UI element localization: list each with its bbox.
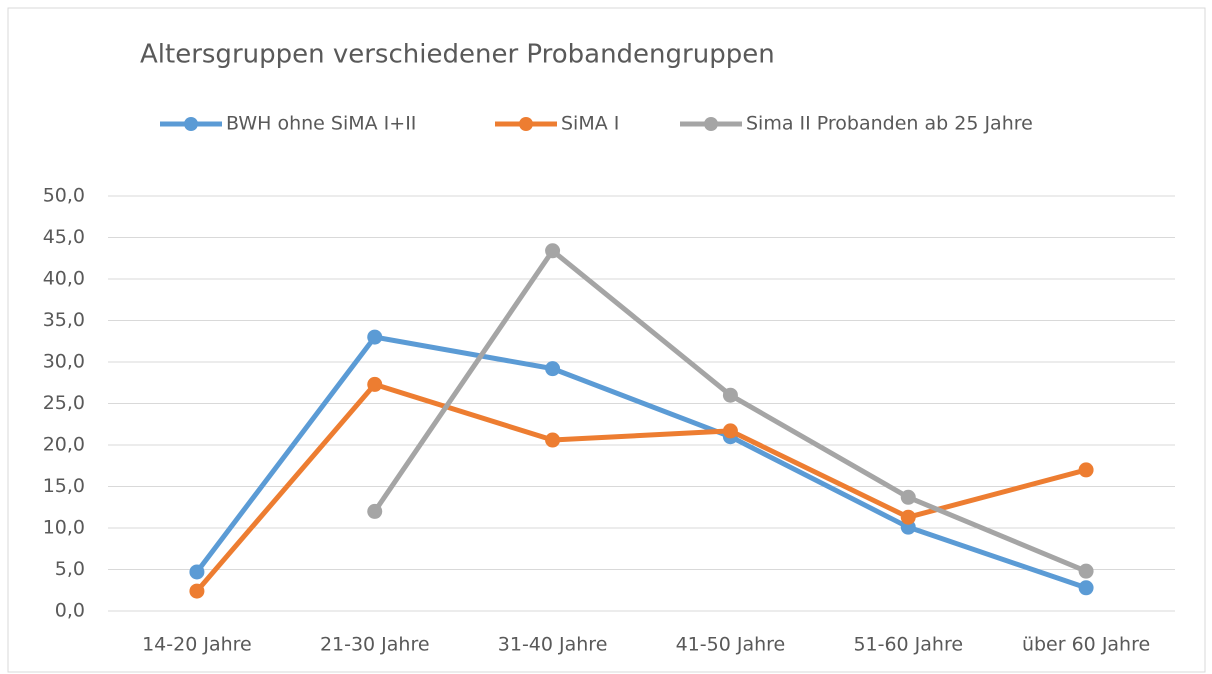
y-tick-label: 5,0 (55, 558, 85, 580)
series-line (194, 334, 1087, 591)
y-tick-label: 15,0 (43, 475, 85, 497)
legend-marker (184, 117, 198, 131)
data-point (545, 243, 561, 259)
data-point (189, 583, 205, 599)
x-tick-label: 31-40 Jahre (498, 634, 608, 656)
y-tick-label: 45,0 (43, 226, 85, 248)
data-point (367, 329, 383, 345)
chart-frame (7, 7, 1206, 673)
data-point (722, 387, 738, 403)
data-point (722, 423, 738, 439)
data-point (1078, 563, 1094, 579)
legend-marker (704, 117, 718, 131)
y-tick-label: 50,0 (43, 185, 85, 207)
legend-marker (519, 117, 533, 131)
x-tick-label: über 60 Jahre (1022, 634, 1150, 656)
data-point (367, 503, 383, 519)
chart-title: Altersgruppen verschiedener Probandengru… (140, 40, 775, 70)
x-tick-label: 41-50 Jahre (676, 634, 786, 656)
y-tick-label: 25,0 (43, 392, 85, 414)
legend-label: BWH ohne SiMA I+II (226, 113, 416, 135)
y-tick-label: 35,0 (43, 309, 85, 331)
y-tick-label: 20,0 (43, 434, 85, 456)
data-point (1078, 462, 1094, 478)
y-tick-label: 30,0 (43, 351, 85, 373)
data-point (367, 376, 383, 392)
data-point (900, 489, 916, 505)
y-tick-label: 10,0 (43, 517, 85, 539)
legend-label: SiMA I (561, 113, 619, 135)
data-point (900, 509, 916, 525)
data-point (545, 361, 561, 377)
data-point (189, 564, 205, 580)
x-tick-label: 21-30 Jahre (320, 634, 430, 656)
x-tick-label: 14-20 Jahre (142, 634, 252, 656)
y-tick-label: 40,0 (43, 268, 85, 290)
x-tick-label: 51-60 Jahre (853, 634, 963, 656)
data-point (545, 432, 561, 448)
data-point (1078, 580, 1094, 596)
legend-label: Sima II Probanden ab 25 Jahre (746, 113, 1033, 135)
y-tick-label: 0,0 (55, 600, 85, 622)
